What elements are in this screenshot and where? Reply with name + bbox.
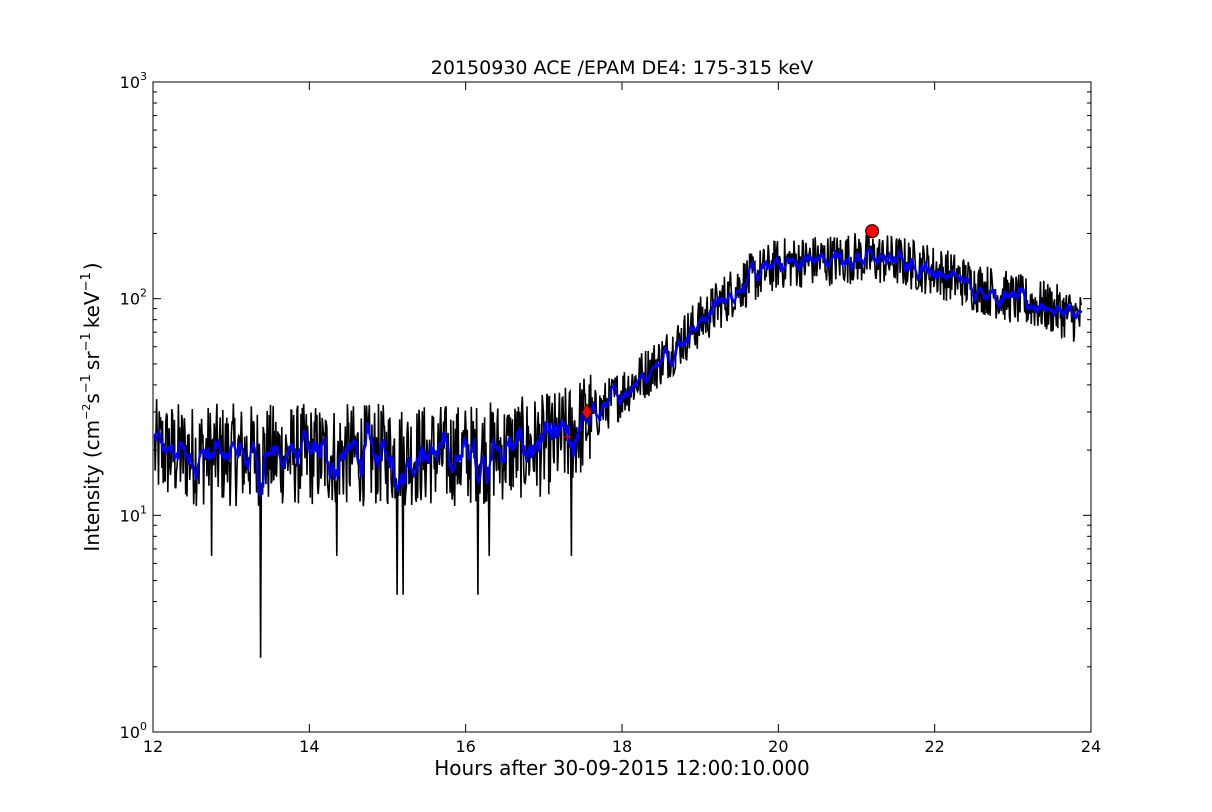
y-tick-label-base-2: 10 bbox=[120, 290, 140, 309]
x-tick-labels: 12 14 16 18 20 22 24 bbox=[143, 737, 1101, 756]
y-tick-label-0: 100 bbox=[120, 720, 147, 742]
y-axis-label-exp1: −2 bbox=[80, 404, 93, 420]
series-layer bbox=[153, 233, 1083, 658]
x-tick-label-5: 22 bbox=[924, 737, 944, 756]
y-axis-label-exp4: −1 bbox=[79, 272, 94, 291]
y-tick-label-exp-1: 1 bbox=[140, 503, 147, 516]
y-axis-label-suffix: ) bbox=[80, 262, 104, 270]
y-tick-label-exp-0: 0 bbox=[140, 720, 147, 733]
y-tick-label-1: 101 bbox=[120, 503, 147, 525]
y-axis-label-s: s bbox=[80, 393, 104, 403]
marker-circle bbox=[865, 224, 880, 239]
marker-layer bbox=[563, 224, 880, 441]
y-axis-label-exp3: −1 bbox=[79, 332, 94, 351]
y-tick-label-base-1: 10 bbox=[120, 506, 140, 525]
x-tick-label-6: 24 bbox=[1081, 737, 1101, 756]
chart-title: 20150930 ACE /EPAM DE4: 175-315 keV bbox=[431, 57, 813, 79]
x-tick-label-0: 12 bbox=[143, 737, 163, 756]
y-axis-label-sr: sr bbox=[80, 351, 104, 370]
x-tick-label-1: 14 bbox=[299, 737, 319, 756]
y-tick-label-3: 103 bbox=[120, 70, 147, 92]
marker-plus bbox=[563, 432, 572, 441]
y-axis-label-prefix: Intensity (cm bbox=[80, 420, 104, 552]
tick-layer bbox=[152, 81, 1092, 733]
x-tick-label-4: 20 bbox=[768, 737, 788, 756]
y-tick-label-base-0: 10 bbox=[120, 723, 140, 742]
marker-diamond bbox=[581, 403, 593, 421]
x-tick-label-3: 18 bbox=[612, 737, 632, 756]
y-axis-label-exp2: −1 bbox=[79, 374, 94, 393]
x-tick-label-2: 16 bbox=[455, 737, 475, 756]
y-tick-label-exp-2: 2 bbox=[140, 287, 147, 300]
series-line-smoothed bbox=[154, 246, 1083, 499]
y-tick-label-exp-3: 3 bbox=[140, 70, 147, 83]
y-axis-label-kev: keV bbox=[80, 291, 104, 328]
y-tick-label-2: 102 bbox=[120, 287, 147, 309]
y-axis-label: Intensity (cm−2s−1sr−1keV−1) bbox=[79, 262, 104, 551]
x-axis-label: Hours after 30-09-2015 12:00:10.000 bbox=[434, 756, 810, 780]
y-tick-label-base-3: 10 bbox=[120, 73, 140, 92]
